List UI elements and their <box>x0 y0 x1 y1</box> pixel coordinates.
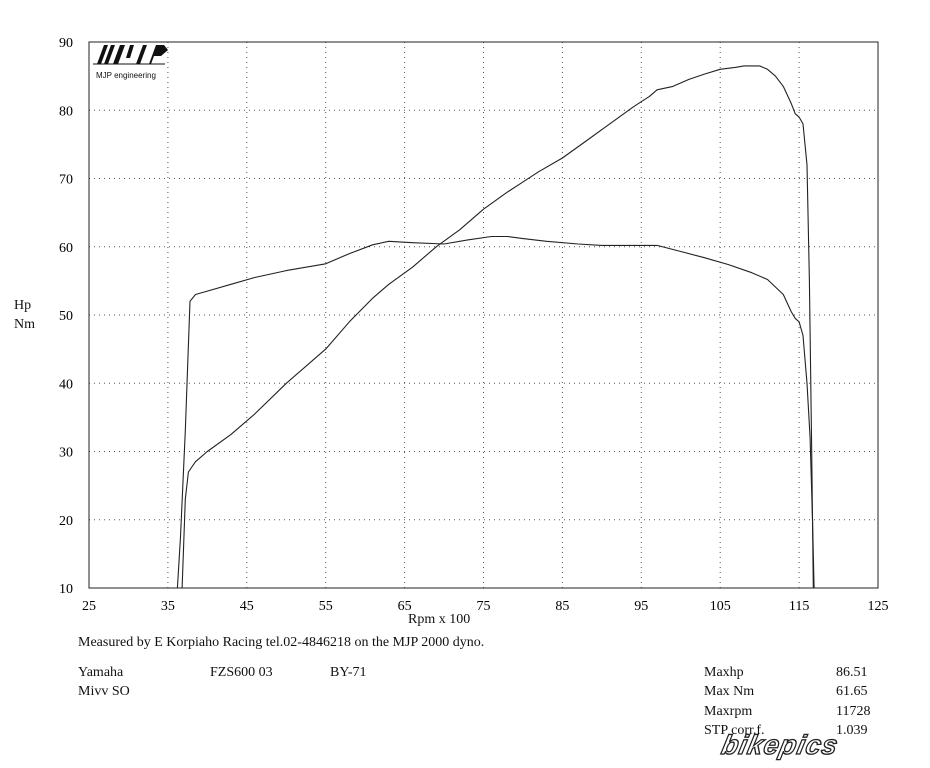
x-tick-label: 75 <box>477 599 491 614</box>
torque-curve <box>176 235 815 589</box>
spec-value-maxrpm: 11728 <box>836 704 871 719</box>
x-tick-label: 35 <box>161 599 175 614</box>
y-axis-title-hp: Hp <box>14 298 32 313</box>
power-curve <box>181 65 814 589</box>
spec-label-stp: STP corr.f. <box>704 723 765 738</box>
mjp-logo <box>93 45 168 65</box>
y-axis-title-nm: Nm <box>14 317 35 332</box>
x-tick-label: 115 <box>789 599 809 614</box>
spec-label-maxrpm: Maxrpm <box>704 704 753 719</box>
y-tick-label: 90 <box>59 36 73 51</box>
plot-area-frame <box>88 41 879 589</box>
bikepics-watermark: bikepics <box>718 729 842 760</box>
x-tick-label: 95 <box>634 599 648 614</box>
dyno-caption: Measured by E Korpiaho Racing tel.02-484… <box>78 635 485 650</box>
x-tick-label: 85 <box>555 599 569 614</box>
x-axis-title: Rpm x 100 <box>408 612 471 627</box>
y-tick-label: 50 <box>59 309 73 324</box>
vehicle-make: Yamaha <box>78 665 124 680</box>
spec-value-maxhp: 86.51 <box>836 665 868 680</box>
y-tick-label: 20 <box>59 514 73 529</box>
x-tick-label: 125 <box>868 599 889 614</box>
x-tick-label: 55 <box>319 599 333 614</box>
y-tick-label: 40 <box>59 377 73 392</box>
vehicle-code: BY-71 <box>330 665 367 680</box>
vehicle-exhaust: Mivv SO <box>78 684 130 699</box>
chart-tick-labels: 25 35 45 55 65 75 85 95 105 115 125 10 20 30 40 50 60 70 8… <box>59 36 889 614</box>
y-tick-label: 70 <box>59 173 73 188</box>
x-tick-label: 65 <box>398 599 412 614</box>
x-tick-label: 25 <box>82 599 96 614</box>
spec-label-maxhp: Maxhp <box>704 665 744 680</box>
y-tick-label: 10 <box>59 582 73 597</box>
y-tick-label: 80 <box>59 104 73 119</box>
logo-text: MJP engineering <box>96 71 156 80</box>
spec-value-stp: 1.039 <box>836 723 868 738</box>
chart-grid <box>89 42 878 588</box>
spec-label-maxnm: Max Nm <box>704 684 755 699</box>
x-tick-label: 105 <box>710 599 731 614</box>
y-tick-label: 30 <box>59 446 73 461</box>
chart-curves <box>176 65 815 589</box>
y-tick-label: 60 <box>59 241 73 256</box>
x-tick-label: 45 <box>240 599 254 614</box>
vehicle-model: FZS600 03 <box>210 665 273 680</box>
spec-value-maxnm: 61.65 <box>836 684 868 699</box>
